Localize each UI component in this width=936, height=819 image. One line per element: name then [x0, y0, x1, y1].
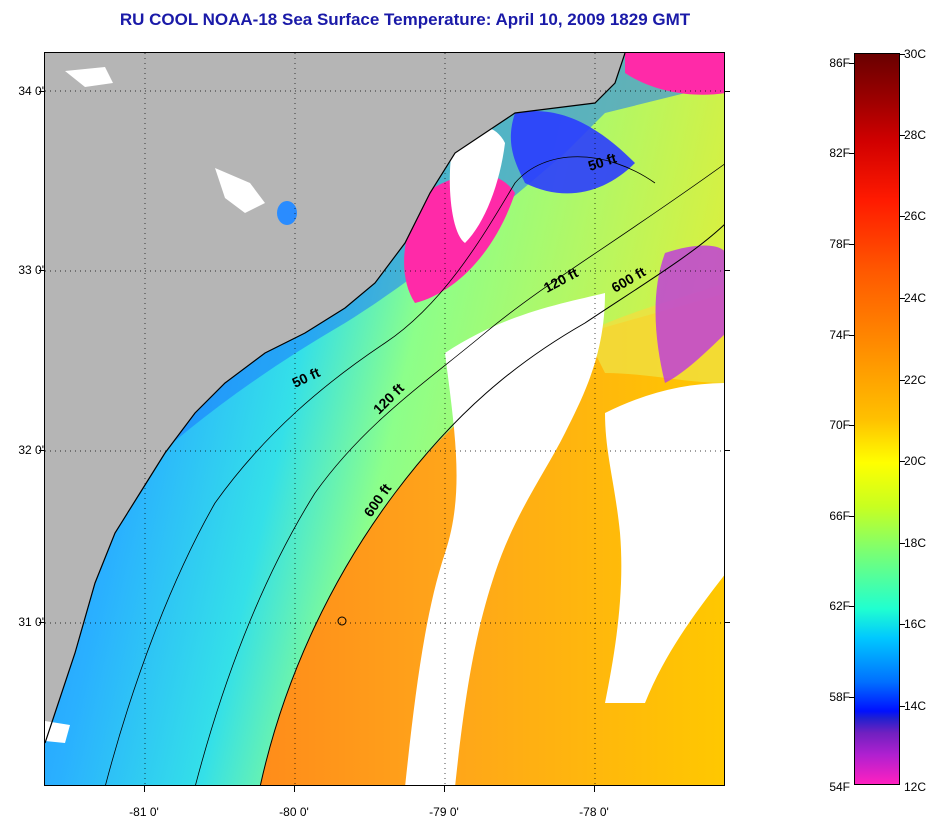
y-tick — [39, 622, 44, 623]
colorbar-label-c: 20C — [904, 454, 927, 468]
colorbar-tick — [849, 697, 854, 698]
colorbar-label-c: 16C — [904, 617, 927, 631]
colorbar-tick — [900, 298, 905, 299]
colorbar-label-c: 18C — [904, 536, 927, 550]
colorbar-label-c: 30C — [904, 47, 927, 61]
land-cloud-patch-3 — [45, 721, 70, 743]
cloud-cover-central — [405, 293, 605, 785]
cold-water-patch-ne — [625, 53, 724, 95]
colorbar-tick — [849, 244, 854, 245]
colorbar-label-c: 14C — [904, 699, 927, 713]
y-tick-right — [725, 622, 730, 623]
x-tick — [594, 786, 595, 792]
colorbar-label-c: 26C — [904, 209, 927, 223]
colorbar-tick — [900, 624, 905, 625]
contour-50ft — [105, 156, 656, 785]
colorbar-label-c: 24C — [904, 291, 927, 305]
y-axis-label-32: 32 0' — [18, 443, 44, 457]
colorbar-tick — [849, 606, 854, 607]
colorbar-label-f: 66F — [829, 509, 850, 523]
y-tick — [39, 91, 44, 92]
colorbar-tick — [849, 153, 854, 154]
coastline — [45, 53, 626, 744]
map-title: RU COOL NOAA-18 Sea Surface Temperature:… — [119, 10, 691, 29]
y-tick — [39, 450, 44, 451]
x-tick — [144, 786, 145, 792]
cloud-cover-north — [449, 126, 505, 243]
colorbar-label-c: 28C — [904, 128, 927, 142]
colorbar-label-c: 22C — [904, 373, 927, 387]
y-axis-label-31: 31 0' — [18, 615, 44, 629]
y-axis-label-33: 33 0' — [18, 263, 44, 277]
land-cloud-patch — [65, 67, 113, 87]
colorbar-tick — [900, 543, 905, 544]
sst-map: 50 ft 50 ft 120 ft 120 ft 600 ft 600 ft — [44, 52, 725, 786]
sst-map-graphic: 50 ft 50 ft 120 ft 120 ft 600 ft 600 ft — [45, 53, 724, 785]
colorbar-tick — [849, 335, 854, 336]
contour-120ft — [195, 163, 724, 785]
contour-600ft — [259, 224, 724, 785]
colorbar-tick — [900, 461, 905, 462]
colorbar-label-f: 78F — [829, 237, 850, 251]
x-axis-label-81: -81 0' — [129, 805, 159, 819]
colorbar-label-f: 70F — [829, 418, 850, 432]
colorbar-label-f: 62F — [829, 599, 850, 613]
colorbar-tick — [900, 216, 905, 217]
cold-water-patch-north — [510, 111, 635, 194]
colorbar-tick — [900, 706, 905, 707]
y-tick — [39, 270, 44, 271]
x-tick — [444, 786, 445, 792]
station-marker — [337, 616, 347, 626]
cloud-cover-east — [605, 383, 724, 703]
x-tick — [294, 786, 295, 792]
colorbar-label-f: 82F — [829, 146, 850, 160]
x-axis-label-80: -80 0' — [279, 805, 309, 819]
colorbar-tick — [849, 516, 854, 517]
inland-lake — [277, 201, 297, 225]
colorbar-tick — [900, 135, 905, 136]
cold-water-patch-east — [655, 245, 724, 383]
colorbar-tick — [900, 380, 905, 381]
colorbar-tick — [849, 425, 854, 426]
x-axis-label-78: -78 0' — [579, 805, 609, 819]
y-tick-right — [725, 450, 730, 451]
colorbar-tick — [900, 54, 905, 55]
temperature-colorbar — [854, 53, 900, 785]
y-tick-right — [725, 91, 730, 92]
x-axis-label-79: -79 0' — [429, 805, 459, 819]
land-cloud-patch-2 — [215, 168, 265, 213]
colorbar-label-f: 86F — [829, 56, 850, 70]
y-axis-label-34: 34 0' — [18, 84, 44, 98]
graticule — [45, 53, 724, 785]
colorbar-tick — [849, 63, 854, 64]
colorbar-label-f: 54F — [829, 780, 850, 794]
colorbar-label-f: 58F — [829, 690, 850, 704]
colorbar-label-f: 74F — [829, 328, 850, 342]
colorbar-label-c: 12C — [904, 780, 927, 794]
y-tick-right — [725, 270, 730, 271]
land-mass — [45, 53, 625, 743]
